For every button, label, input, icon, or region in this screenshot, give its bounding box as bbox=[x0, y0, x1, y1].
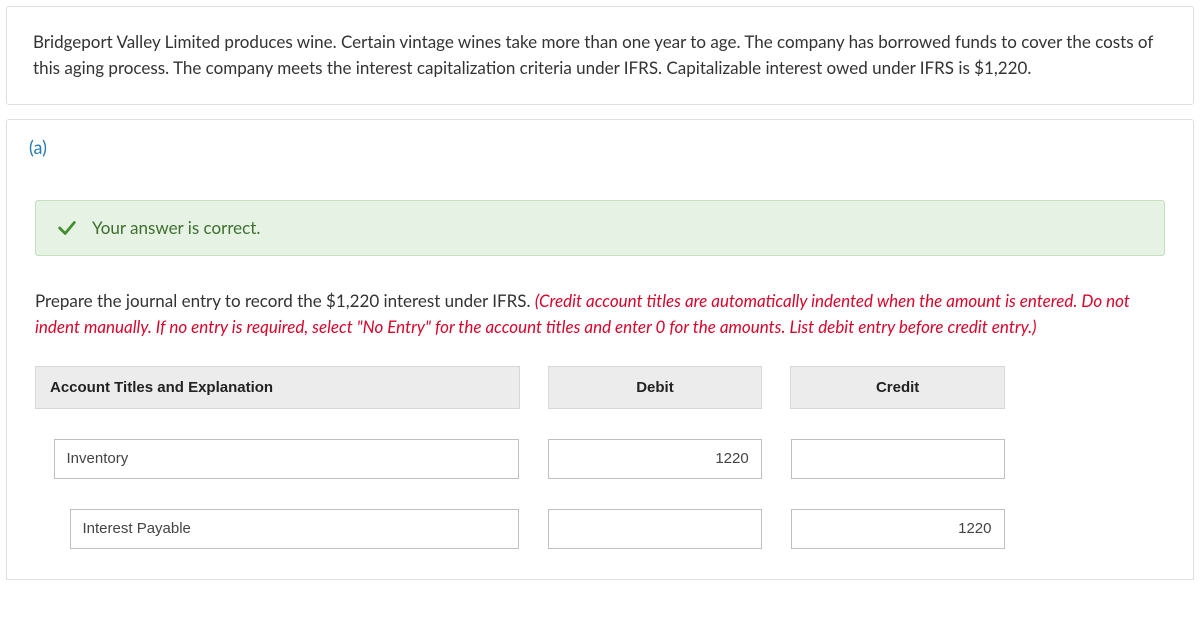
table-row bbox=[36, 429, 1005, 479]
col-debit: Debit bbox=[548, 367, 762, 409]
debit-input[interactable] bbox=[548, 439, 762, 479]
col-account: Account Titles and Explanation bbox=[36, 367, 520, 409]
credit-input[interactable] bbox=[791, 509, 1005, 549]
debit-input[interactable] bbox=[548, 509, 762, 549]
col-credit: Credit bbox=[791, 367, 1005, 409]
instruction: Prepare the journal entry to record the … bbox=[35, 288, 1165, 341]
credit-input[interactable] bbox=[791, 439, 1005, 479]
account-input[interactable] bbox=[70, 509, 520, 549]
table-row bbox=[36, 499, 1005, 549]
correct-banner: Your answer is correct. bbox=[35, 200, 1165, 256]
journal-table: Account Titles and Explanation Debit Cre… bbox=[35, 366, 1005, 549]
part-label: (a) bbox=[6, 119, 1194, 174]
part-container: (a) Your answer is correct. Prepare the … bbox=[6, 119, 1194, 580]
account-input[interactable] bbox=[54, 439, 520, 479]
instruction-main: Prepare the journal entry to record the … bbox=[35, 290, 535, 311]
question-text: Bridgeport Valley Limited produces wine.… bbox=[33, 31, 1153, 78]
part-body: Your answer is correct. Prepare the jour… bbox=[6, 174, 1194, 580]
banner-text: Your answer is correct. bbox=[92, 217, 260, 238]
question-card: Bridgeport Valley Limited produces wine.… bbox=[6, 6, 1194, 105]
check-icon bbox=[56, 217, 78, 239]
